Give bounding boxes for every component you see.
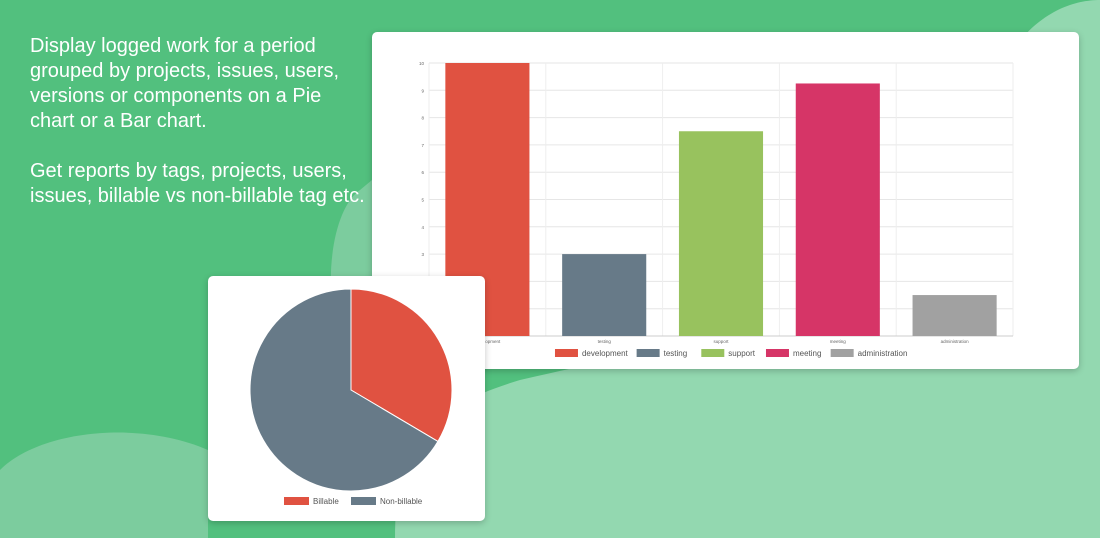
bar-support: [678, 131, 764, 336]
bar-testing: [562, 254, 647, 336]
legend-label-development: development: [582, 349, 629, 358]
y-tick-label: 7: [421, 143, 424, 148]
legend-label-meeting: meeting: [793, 349, 821, 358]
legend-swatch-testing: [636, 349, 660, 357]
y-tick-label: 10: [419, 61, 425, 66]
legend-swatch-non-billable: [351, 497, 376, 505]
pie-slice-billable: [350, 288, 453, 443]
legend-label-billable: Billable: [313, 497, 339, 506]
pie-chart: Billable Non-billable: [249, 288, 453, 506]
x-tick-label: support: [713, 339, 729, 344]
promo-paragraph-2: Get reports by tags, projects, users, is…: [30, 160, 365, 207]
legend-swatch-support: [701, 349, 725, 357]
legend-label-testing: testing: [664, 349, 688, 358]
legend-swatch-billable: [284, 497, 309, 505]
x-tick-label: meeting: [830, 339, 847, 344]
y-tick-label: 5: [421, 198, 424, 203]
y-tick-label: 8: [421, 116, 424, 121]
promo-text: Display logged work for a period grouped…: [30, 34, 365, 234]
x-tick-label: development: [475, 339, 502, 344]
x-tick-label: testing: [598, 339, 612, 344]
y-tick-label: 4: [421, 225, 424, 230]
y-tick-label: 3: [421, 252, 424, 257]
legend-swatch-meeting: [765, 349, 789, 357]
legend-swatch-administration: [830, 349, 854, 357]
y-tick-label: 6: [421, 170, 424, 175]
bar-meeting: [795, 83, 880, 336]
legend-label-non-billable: Non-billable: [380, 497, 423, 506]
pie-slice-non-billable: [249, 288, 439, 492]
pie-chart-card: Billable Non-billable: [208, 276, 485, 521]
legend-swatch-development: [554, 349, 578, 357]
x-tick-label: administration: [941, 339, 970, 344]
bar-chart-card: 012345678910developmenttestingsupportmee…: [372, 32, 1079, 369]
promo-paragraph-1: Display logged work for a period grouped…: [30, 35, 340, 132]
bar-administration: [912, 295, 997, 336]
y-tick-label: 9: [421, 88, 424, 93]
legend-label-support: support: [728, 349, 755, 358]
legend-label-administration: administration: [858, 349, 908, 358]
